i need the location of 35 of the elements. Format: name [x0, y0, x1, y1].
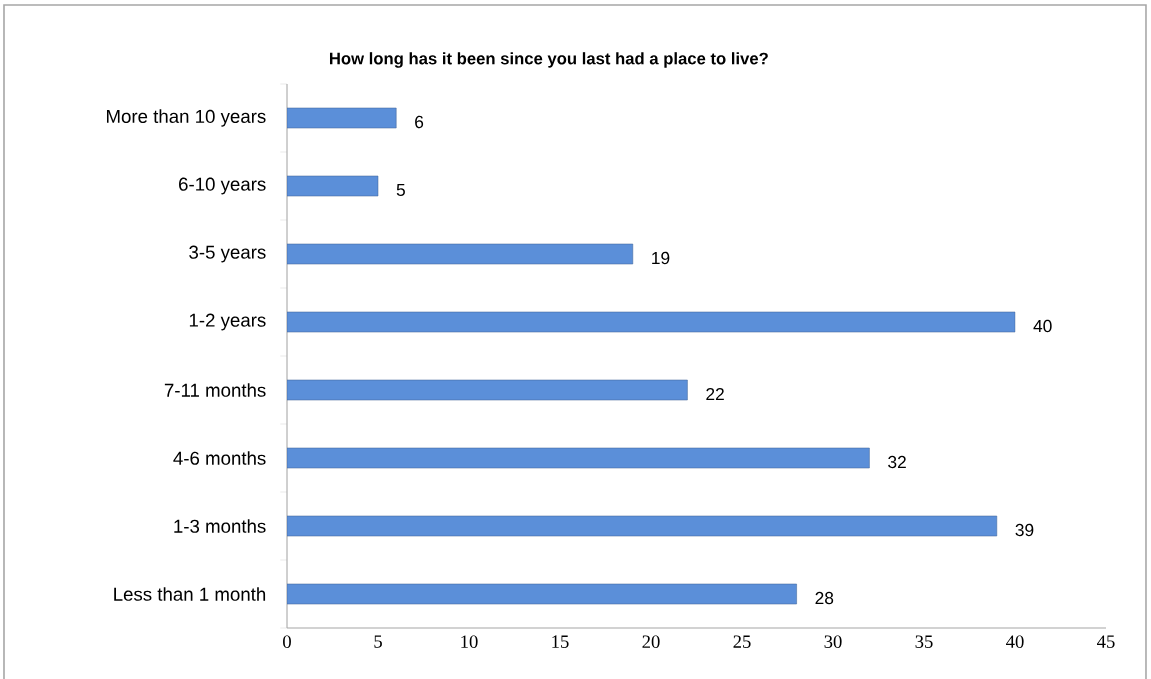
bar: [287, 447, 870, 469]
x-tick-label: 15: [552, 635, 569, 648]
bar: [287, 243, 634, 265]
bar: [287, 515, 998, 537]
data-label: 40: [1033, 319, 1052, 333]
data-label: 22: [706, 387, 724, 401]
bar: [287, 107, 397, 129]
bar: [287, 175, 379, 197]
y-tick-label: 3-5 years: [189, 245, 266, 263]
x-tick-label: 35: [915, 635, 933, 648]
x-tick-label: 45: [1097, 635, 1115, 648]
x-tick-label: 40: [1006, 635, 1024, 648]
data-label: 32: [888, 455, 906, 469]
bar: [287, 379, 688, 401]
y-tick-label: 6-10 years: [179, 177, 266, 195]
x-tick-label: 25: [733, 635, 751, 648]
x-tick-label: 5: [374, 635, 382, 648]
y-tick-label: 7-11 months: [164, 383, 266, 397]
x-tick-label: 20: [642, 635, 660, 648]
data-label: 19: [652, 251, 670, 265]
y-tick-label: 4-6 months: [173, 451, 266, 465]
bar: [287, 311, 1016, 333]
y-tick-label: 1-3 months: [174, 519, 266, 533]
y-tick-label: 1-2 years: [189, 313, 266, 331]
x-tick-label: 10: [461, 635, 478, 648]
chart-title: How long has it been since you last had a place to live?: [329, 52, 768, 68]
y-tick-label: Less than 1 month: [114, 587, 266, 601]
data-label: 39: [1015, 523, 1034, 537]
data-label: 28: [815, 591, 834, 605]
data-label: 6: [415, 115, 424, 129]
x-tick-label: 30: [824, 635, 842, 648]
y-tick-label: More than 10 years: [106, 109, 266, 127]
bar: [287, 583, 797, 605]
data-label: 5: [396, 183, 405, 197]
x-tick-label: 0: [283, 635, 291, 648]
